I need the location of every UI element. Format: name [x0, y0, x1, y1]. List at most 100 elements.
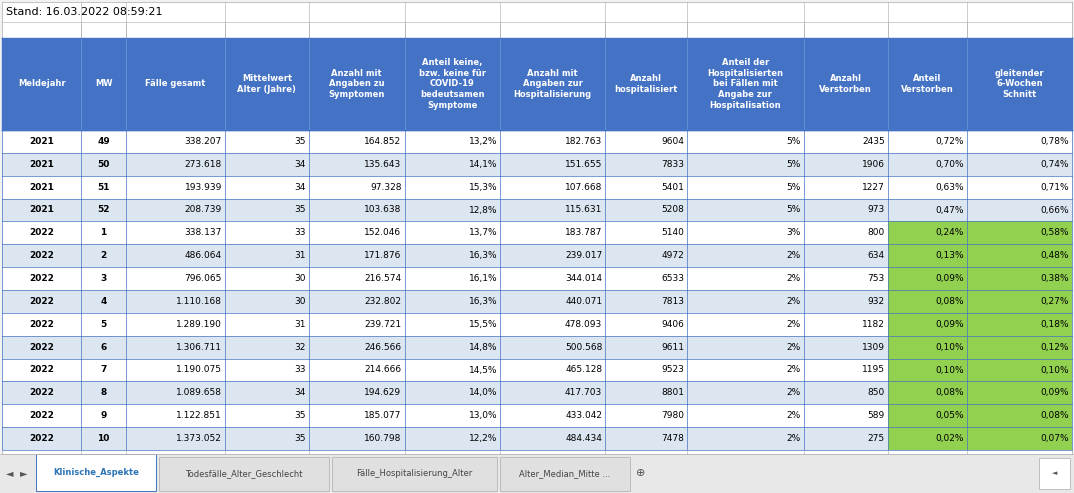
Bar	[405, 358, 500, 382]
Text: 478.093: 478.093	[565, 320, 603, 329]
Text: MW: MW	[95, 79, 113, 89]
Bar	[606, 358, 687, 382]
Text: Meldejahr: Meldejahr	[18, 79, 66, 89]
Bar	[500, 267, 606, 290]
Bar	[967, 427, 1072, 450]
Text: 500.568: 500.568	[565, 343, 603, 352]
Bar	[126, 245, 224, 267]
Text: 7833: 7833	[661, 160, 684, 169]
Text: 1.190.075: 1.190.075	[176, 365, 222, 375]
Text: 5%: 5%	[786, 160, 800, 169]
Bar	[126, 404, 224, 427]
Text: 115.631: 115.631	[565, 206, 603, 214]
Text: Anteil
Verstorben: Anteil Verstorben	[901, 74, 954, 94]
Bar	[224, 427, 309, 450]
Text: 232.802: 232.802	[364, 297, 402, 306]
Text: 2%: 2%	[786, 274, 800, 283]
Text: 239.721: 239.721	[364, 320, 402, 329]
Text: Todesfälle_Alter_Geschlecht: Todesfälle_Alter_Geschlecht	[185, 469, 303, 479]
Text: 14,0%: 14,0%	[468, 388, 497, 397]
Bar	[405, 176, 500, 199]
Bar	[2, 176, 82, 199]
Bar	[126, 313, 224, 336]
Text: 193.939: 193.939	[185, 182, 222, 192]
Text: 486.064: 486.064	[185, 251, 222, 260]
Text: 35: 35	[294, 411, 306, 420]
Bar	[687, 267, 803, 290]
Text: Anzahl
hospitalisiert: Anzahl hospitalisiert	[614, 74, 678, 94]
Text: 208.739: 208.739	[185, 206, 222, 214]
Text: 13,2%: 13,2%	[468, 137, 497, 146]
Text: 5401: 5401	[662, 182, 684, 192]
Text: 107.668: 107.668	[565, 182, 603, 192]
Bar	[967, 313, 1072, 336]
Text: 50: 50	[98, 160, 110, 169]
Bar	[967, 199, 1072, 221]
Bar	[606, 404, 687, 427]
Bar	[309, 199, 405, 221]
Text: 1227: 1227	[862, 182, 885, 192]
Text: 13,0%: 13,0%	[468, 411, 497, 420]
Bar	[126, 130, 224, 153]
Bar	[887, 245, 967, 267]
Text: 1.306.711: 1.306.711	[176, 343, 222, 352]
Bar	[803, 336, 887, 358]
Bar	[606, 221, 687, 245]
Bar	[500, 358, 606, 382]
Text: 12,8%: 12,8%	[468, 206, 497, 214]
Bar	[82, 221, 126, 245]
Bar	[687, 153, 803, 176]
Text: 2%: 2%	[786, 434, 800, 443]
Text: 2022: 2022	[29, 228, 54, 237]
Text: 239.017: 239.017	[565, 251, 603, 260]
Text: 103.638: 103.638	[364, 206, 402, 214]
Bar	[687, 221, 803, 245]
Bar	[82, 245, 126, 267]
Bar	[500, 427, 606, 450]
Bar	[803, 290, 887, 313]
Text: 8801: 8801	[661, 388, 684, 397]
Bar	[405, 221, 500, 245]
Text: 2021: 2021	[29, 182, 54, 192]
Text: Anzahl mit
Angaben zur
Hospitalisierung: Anzahl mit Angaben zur Hospitalisierung	[513, 69, 592, 99]
Text: ◄: ◄	[6, 468, 14, 479]
Text: 0,12%: 0,12%	[1041, 343, 1069, 352]
Text: 194.629: 194.629	[364, 388, 402, 397]
Bar	[967, 358, 1072, 382]
Bar	[803, 358, 887, 382]
Text: 0,13%: 0,13%	[935, 251, 964, 260]
Bar	[405, 245, 500, 267]
Text: 1.110.168: 1.110.168	[176, 297, 222, 306]
Bar	[405, 267, 500, 290]
Text: 417.703: 417.703	[565, 388, 603, 397]
Text: 33: 33	[294, 365, 306, 375]
Text: Anzahl
Verstorben: Anzahl Verstorben	[819, 74, 872, 94]
Text: 2%: 2%	[786, 343, 800, 352]
Bar	[224, 153, 309, 176]
Bar	[687, 382, 803, 404]
Bar	[405, 199, 500, 221]
Text: 0,66%: 0,66%	[1041, 206, 1069, 214]
Bar	[309, 427, 405, 450]
Text: Stand: 16.03.2022 08:59:21: Stand: 16.03.2022 08:59:21	[6, 7, 162, 17]
Text: 0,10%: 0,10%	[935, 343, 964, 352]
Bar	[405, 313, 500, 336]
Text: 9523: 9523	[662, 365, 684, 375]
Bar	[126, 153, 224, 176]
Text: 135.643: 135.643	[364, 160, 402, 169]
Bar	[606, 153, 687, 176]
Text: 51: 51	[98, 182, 110, 192]
Text: 275: 275	[868, 434, 885, 443]
Bar	[887, 176, 967, 199]
Bar	[500, 245, 606, 267]
Text: 7980: 7980	[661, 411, 684, 420]
Text: gleitender
6-Wochen
Schnitt: gleitender 6-Wochen Schnitt	[995, 69, 1044, 99]
Text: 6533: 6533	[661, 274, 684, 283]
Text: 9406: 9406	[662, 320, 684, 329]
Text: 1.289.190: 1.289.190	[176, 320, 222, 329]
Text: 0,27%: 0,27%	[1041, 297, 1069, 306]
Bar	[2, 290, 82, 313]
Bar	[803, 404, 887, 427]
Text: 0,24%: 0,24%	[935, 228, 964, 237]
Text: 31: 31	[294, 251, 306, 260]
